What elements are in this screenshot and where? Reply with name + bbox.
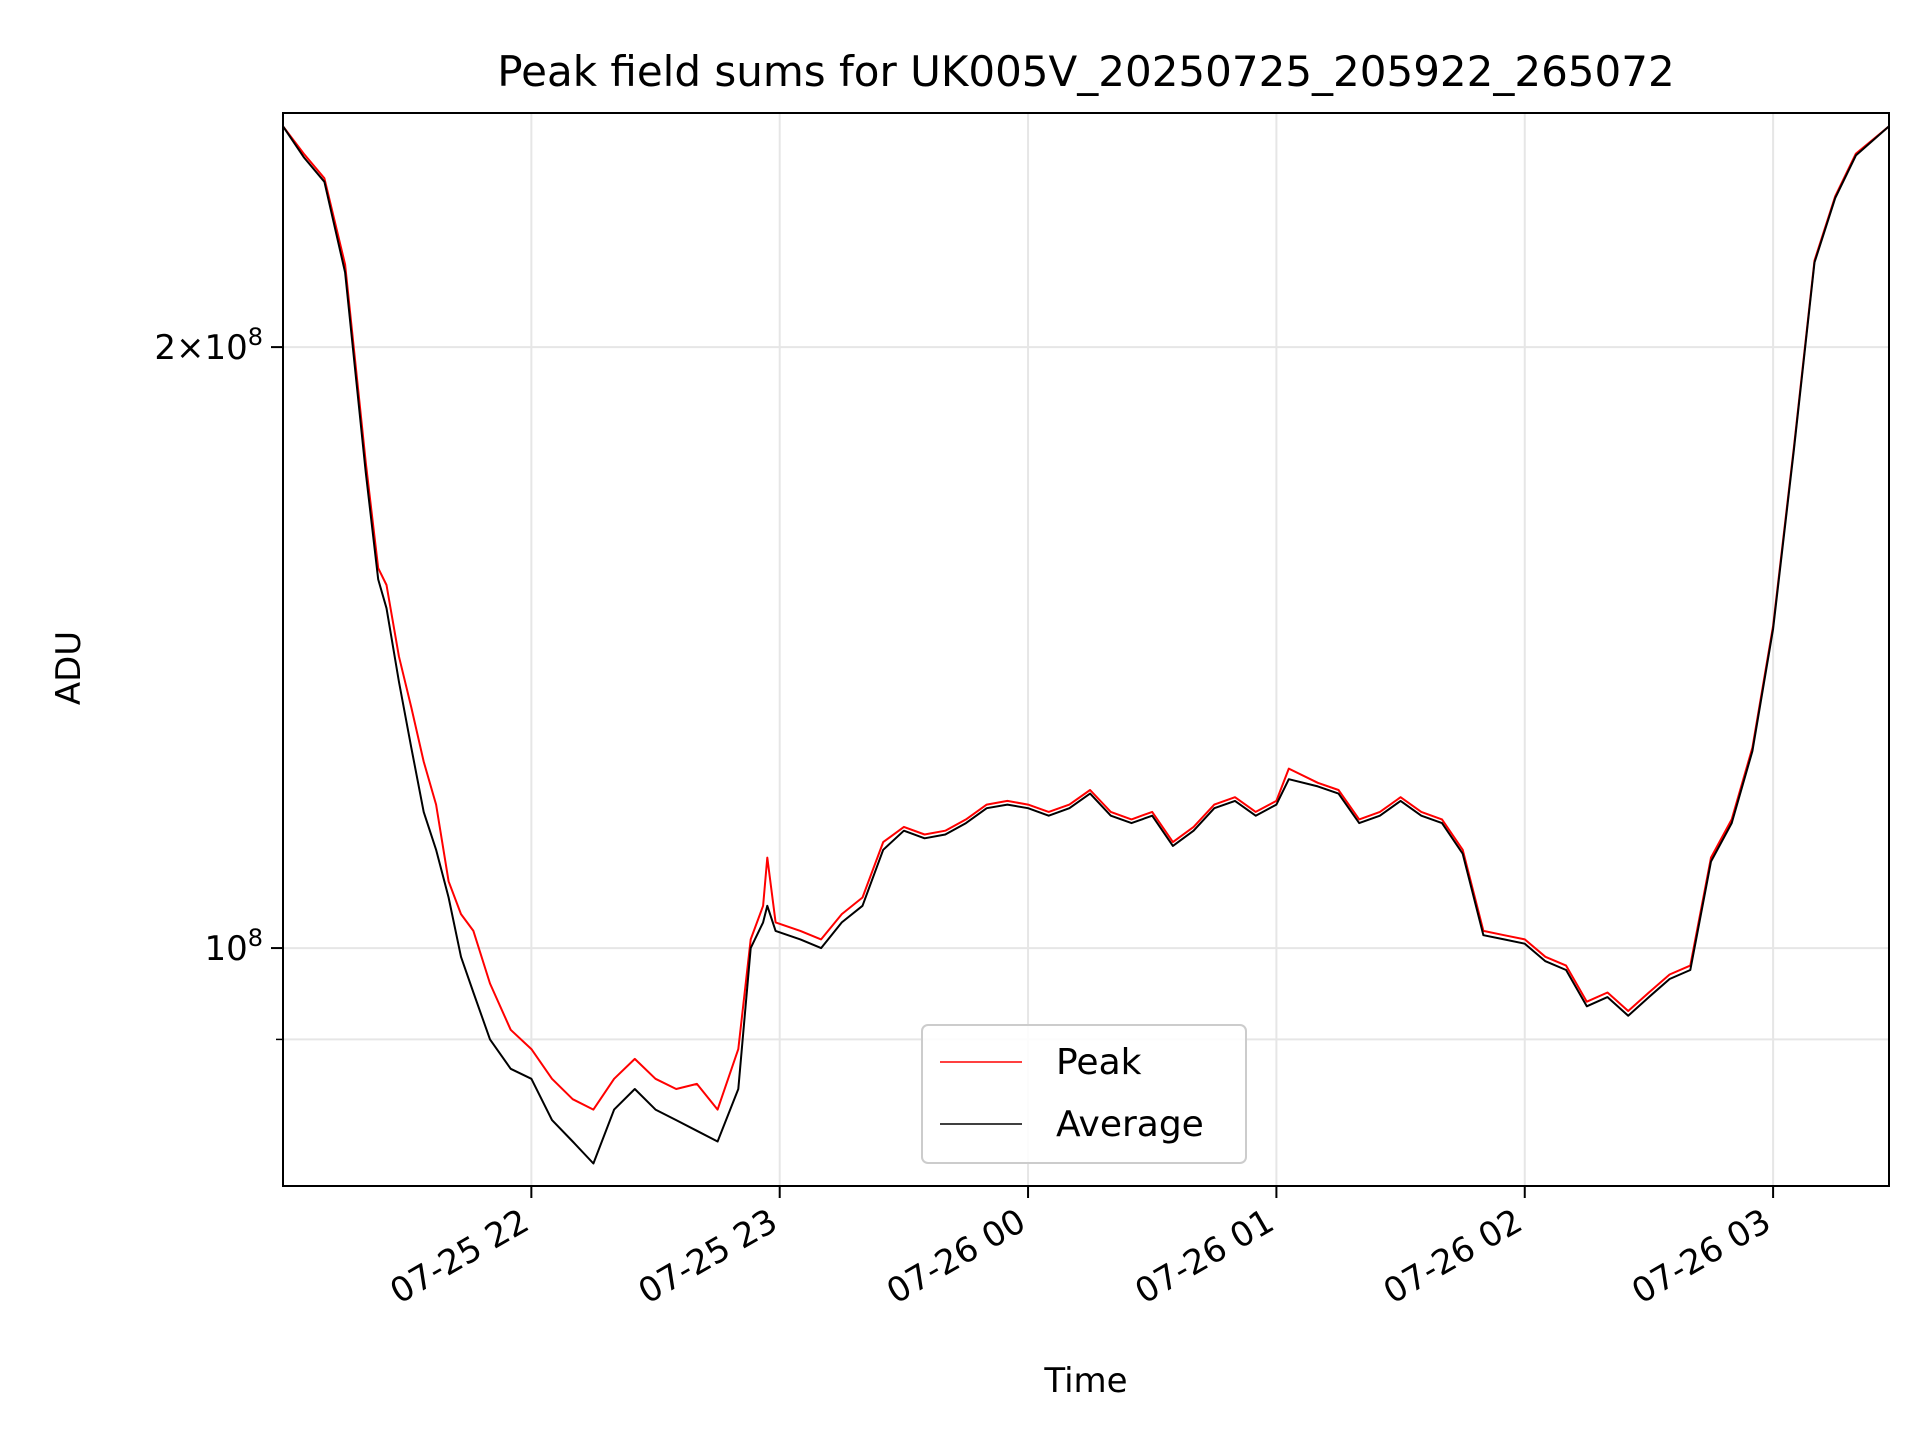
chart-title: Peak field sums for UK005V_20250725_2059… [497,47,1674,96]
legend: Peak Average [921,1024,1247,1164]
y-axis-label: ADU [49,631,89,705]
plot-frame [282,112,1890,1187]
y-tick-times: × [176,328,205,368]
y-tick-mantissa: 2 [154,328,176,368]
x-axis: 07-25 22 07-25 23 07-26 00 07-26 01 07-26 02… [383,1186,1778,1312]
series-area [282,125,1890,1165]
x-axis-label: Time [1043,1361,1127,1401]
legend-label-average: Average [1056,1104,1204,1145]
x-tick-label: 07-26 03 [1625,1201,1777,1312]
legend-label-peak: Peak [1056,1042,1142,1083]
x-tick-label: 07-26 00 [880,1201,1032,1312]
series-line-peak [282,125,1890,1111]
series-line-average [282,125,1890,1165]
y-tick-base: 10 [204,929,247,969]
y-tick-label: 108 [204,924,263,969]
y-tick-exponent: 8 [248,323,263,351]
y-tick-base: 10 [204,328,247,368]
x-tick-label: 07-25 22 [383,1201,535,1312]
x-tick-label: 07-26 02 [1377,1201,1529,1312]
x-tick-label: 07-26 01 [1129,1201,1281,1312]
y-tick-exponent: 8 [248,924,263,952]
x-tick-label: 07-25 23 [632,1201,784,1312]
legend-box [921,1024,1247,1164]
y-tick-label: 2×108 [154,323,263,368]
